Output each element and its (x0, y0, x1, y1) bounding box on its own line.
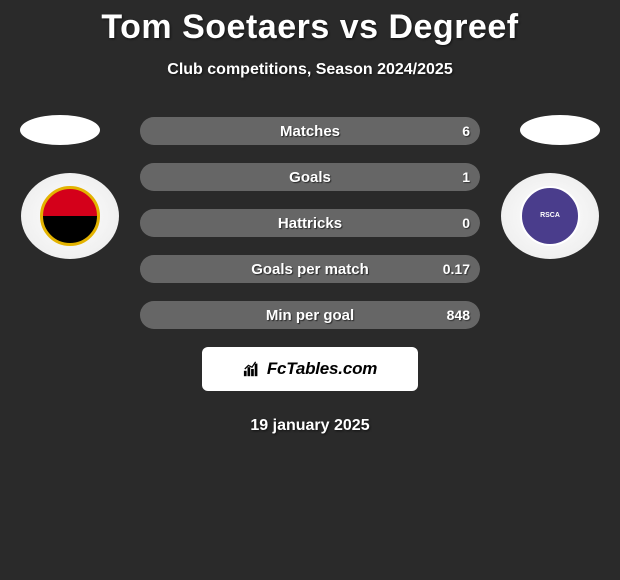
player-avatar-right (520, 115, 600, 145)
comparison-content: RSCA Matches6 Goals1 Hattricks0 Goals per m… (0, 117, 620, 329)
club-badge-left (21, 173, 119, 259)
stat-row: Min per goal848 (140, 301, 480, 329)
stat-label: Goals (140, 169, 480, 186)
club-crest-left-icon (40, 186, 100, 246)
bar-chart-icon (243, 360, 261, 378)
stats-list: Matches6Goals1Hattricks0Goals per match0… (140, 117, 480, 329)
stat-row: Goals per match0.17 (140, 255, 480, 283)
stat-value-right: 0 (462, 215, 470, 231)
stat-value-right: 6 (462, 123, 470, 139)
club-badge-right: RSCA (501, 173, 599, 259)
stat-value-right: 1 (462, 169, 470, 185)
stat-row: Matches6 (140, 117, 480, 145)
stat-label: Goals per match (140, 261, 480, 278)
branding-text: FcTables.com (267, 359, 377, 379)
stat-value-right: 0.17 (443, 261, 470, 277)
stat-value-right: 848 (447, 307, 470, 323)
snapshot-date: 19 january 2025 (0, 417, 620, 435)
stat-row: Goals1 (140, 163, 480, 191)
stat-label: Min per goal (140, 307, 480, 324)
stat-label: Matches (140, 123, 480, 140)
stat-row: Hattricks0 (140, 209, 480, 237)
stat-label: Hattricks (140, 215, 480, 232)
player-avatar-left (20, 115, 100, 145)
page-title: Tom Soetaers vs Degreef (0, 0, 620, 47)
branding-box: FcTables.com (202, 347, 418, 391)
club-crest-right-icon: RSCA (520, 186, 580, 246)
page-subtitle: Club competitions, Season 2024/2025 (0, 61, 620, 79)
